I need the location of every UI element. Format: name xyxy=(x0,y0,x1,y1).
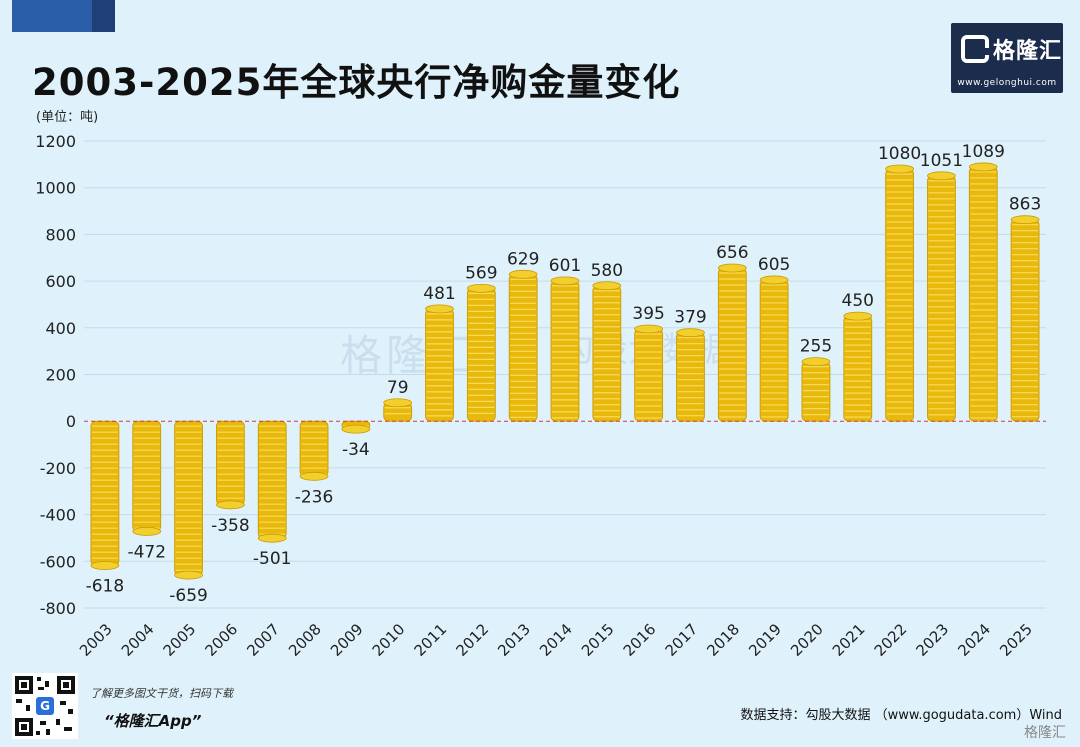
bar xyxy=(759,275,789,422)
data-label: 605 xyxy=(758,255,790,275)
data-label: 863 xyxy=(1009,195,1041,215)
chart-title: 2003-2025年全球央行净购金量变化 xyxy=(32,61,681,104)
bar xyxy=(299,420,329,481)
g-logo-icon xyxy=(961,35,989,63)
qr-code-icon[interactable]: G xyxy=(12,673,78,739)
data-label: -501 xyxy=(253,549,292,569)
bar xyxy=(383,398,413,422)
data-source: 数据支持：勾股大数据 （www.gogudata.com）Wind xyxy=(740,708,1062,723)
x-tick-label: 2019 xyxy=(745,620,785,660)
x-tick-label: 2015 xyxy=(578,620,618,660)
data-label: 1080 xyxy=(878,144,921,164)
x-tick-label: 2011 xyxy=(411,620,451,660)
data-label: 255 xyxy=(800,337,832,357)
bar xyxy=(90,420,120,570)
promo-text: 了解更多图文干货，扫码下载 xyxy=(90,687,233,700)
y-tick-label: 1200 xyxy=(35,132,76,151)
x-tick-label: 2025 xyxy=(996,620,1036,660)
x-tick-label: 2004 xyxy=(118,620,158,660)
y-tick-label: 600 xyxy=(45,272,76,291)
bar xyxy=(466,283,496,422)
y-tick-label: -600 xyxy=(40,552,76,571)
data-label: 629 xyxy=(507,249,539,269)
x-tick-label: 2010 xyxy=(369,620,409,660)
data-label: 1051 xyxy=(920,151,963,171)
brand-logo[interactable]: 格隆汇 www.gelonghui.com xyxy=(951,23,1063,93)
data-label: 580 xyxy=(591,261,623,281)
bar xyxy=(257,420,287,543)
g-logo-icon: G xyxy=(36,697,54,715)
data-label: -34 xyxy=(342,440,370,460)
bar xyxy=(174,420,203,580)
data-label: 379 xyxy=(674,308,706,328)
bar xyxy=(1010,215,1040,422)
x-tick-label: 2003 xyxy=(76,620,116,660)
x-tick-label: 2021 xyxy=(829,620,869,660)
x-tick-label: 2009 xyxy=(327,620,367,660)
y-tick-label: 800 xyxy=(45,225,76,244)
x-tick-label: 2014 xyxy=(536,620,576,660)
y-tick-label: -400 xyxy=(40,506,76,525)
bar xyxy=(968,162,998,422)
data-label: 79 xyxy=(387,378,409,398)
header-accent-block-dark xyxy=(92,0,115,32)
data-label: 656 xyxy=(716,243,748,263)
data-label: -236 xyxy=(295,487,334,507)
y-tick-label: -200 xyxy=(40,459,76,478)
x-tick-label: 2023 xyxy=(913,620,953,660)
bar xyxy=(634,324,664,422)
bar xyxy=(885,164,915,422)
bar xyxy=(215,420,245,510)
qr-pattern xyxy=(15,676,75,736)
x-tick-label: 2022 xyxy=(871,620,911,660)
data-label: 601 xyxy=(549,256,581,276)
x-tick-label: 2020 xyxy=(787,620,827,660)
y-tick-label: 400 xyxy=(45,319,76,338)
bar xyxy=(927,171,956,422)
data-label: 450 xyxy=(842,291,874,311)
bar xyxy=(425,304,454,422)
x-tick-label: 2018 xyxy=(703,620,743,660)
bar xyxy=(508,269,538,422)
data-label: -659 xyxy=(169,586,208,606)
bar xyxy=(676,328,705,422)
y-tick-label: 1000 xyxy=(35,179,76,198)
bar xyxy=(550,276,580,422)
bar xyxy=(717,263,747,422)
y-tick-label: 200 xyxy=(45,366,76,385)
bar xyxy=(341,420,371,434)
brand-name: 格隆汇 xyxy=(993,39,1063,64)
x-tick-label: 2016 xyxy=(620,620,660,660)
x-tick-label: 2024 xyxy=(954,620,994,660)
brand-url: www.gelonghui.com xyxy=(957,78,1057,88)
x-tick-label: 2008 xyxy=(285,620,325,660)
y-tick-label: 0 xyxy=(66,412,76,431)
x-tick-label: 2017 xyxy=(662,620,702,660)
x-tick-label: 2007 xyxy=(243,620,283,660)
x-tick-label: 2013 xyxy=(494,620,534,660)
app-name: “格隆汇App” xyxy=(104,712,202,730)
data-label: 1089 xyxy=(962,142,1005,162)
bar xyxy=(132,420,162,536)
footer-brand: 格隆汇 xyxy=(1024,725,1066,741)
x-tick-label: 2012 xyxy=(452,620,492,660)
data-label: -358 xyxy=(211,516,250,536)
x-tick-label: 2006 xyxy=(201,620,241,660)
x-tick-label: 2005 xyxy=(160,620,200,660)
data-label: 569 xyxy=(465,263,497,283)
data-label: -472 xyxy=(127,542,166,562)
bar xyxy=(843,311,873,422)
data-label: 481 xyxy=(423,284,455,304)
data-label: -618 xyxy=(86,577,125,597)
y-tick-label: -800 xyxy=(40,599,76,618)
header-accent-block xyxy=(12,0,92,32)
bar xyxy=(592,281,622,422)
bar xyxy=(801,357,831,422)
data-label: 395 xyxy=(632,304,664,324)
unit-label: (单位：吨) xyxy=(36,110,99,125)
